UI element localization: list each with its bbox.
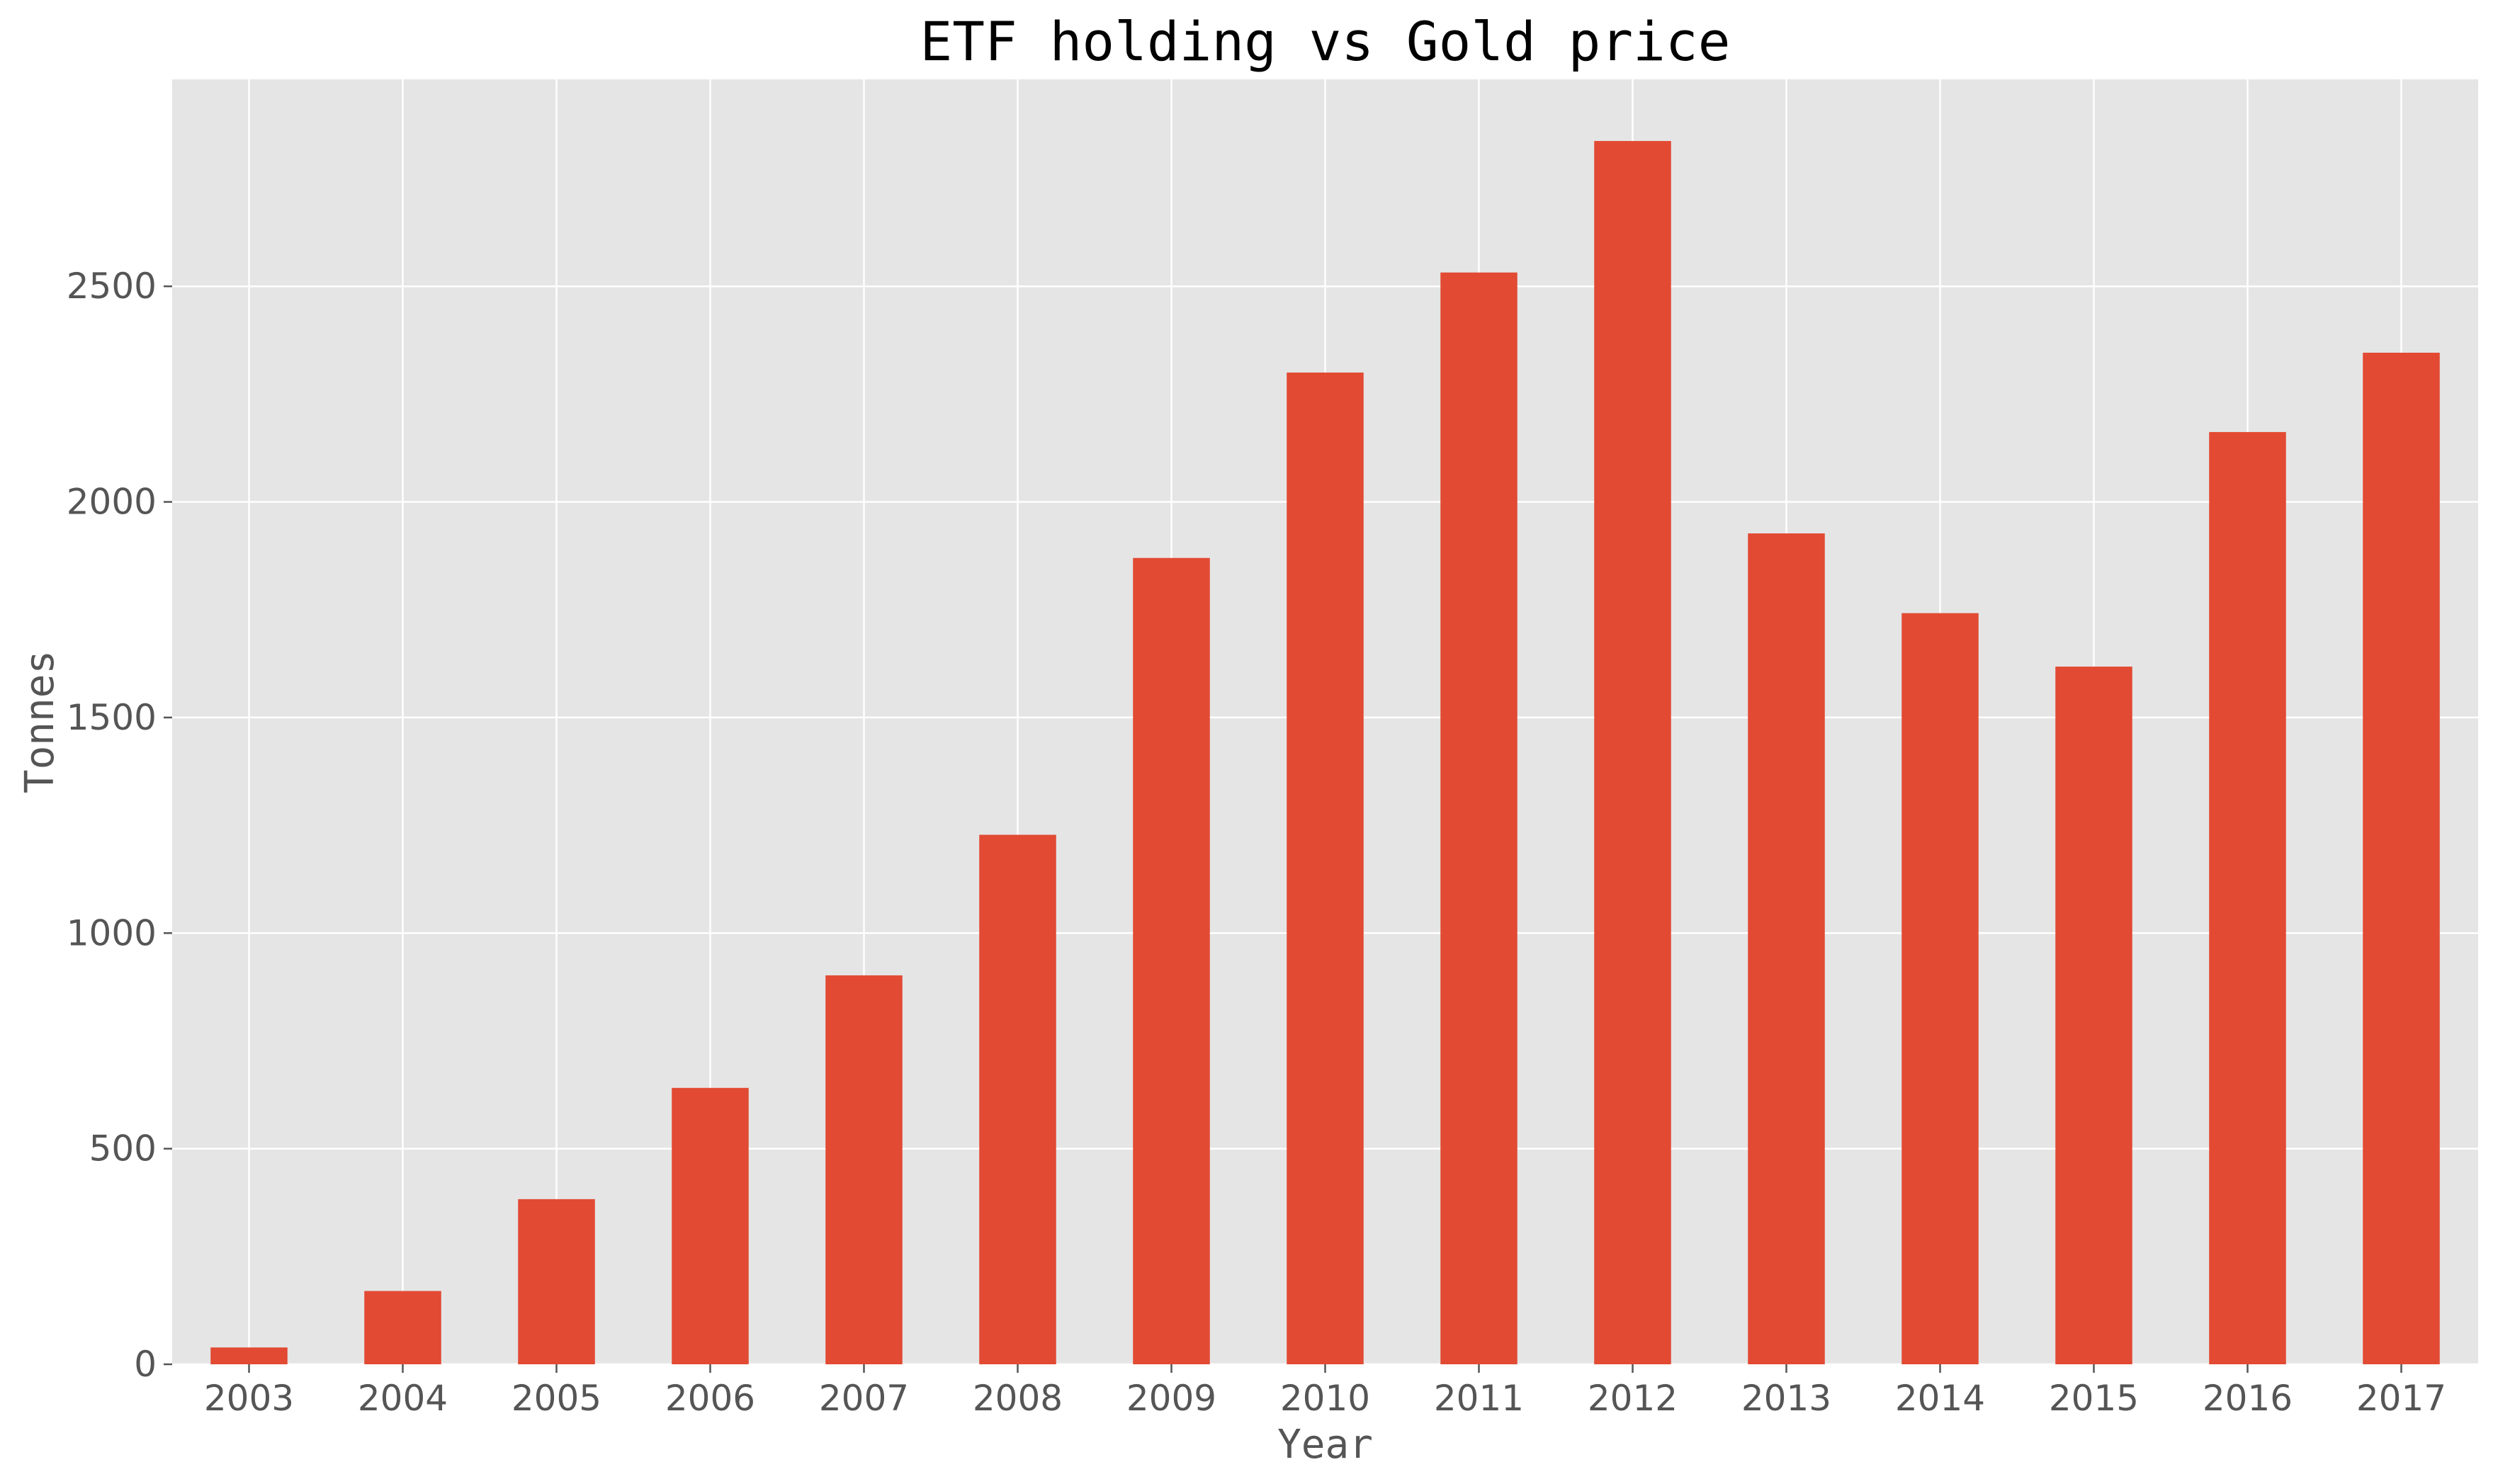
x-tick-label: 2013: [1741, 1378, 1831, 1419]
y-tick-label: 2000: [67, 482, 157, 523]
y-tick-label: 2500: [67, 266, 157, 307]
x-tick-label: 2010: [1280, 1378, 1370, 1419]
y-tick-label: 500: [89, 1128, 157, 1169]
bar-2011: [1440, 272, 1518, 1364]
bar-2005: [518, 1199, 595, 1364]
bar-2009: [1133, 557, 1210, 1364]
bar-2012: [1594, 141, 1671, 1365]
bars: [210, 141, 2440, 1365]
bar-2007: [825, 975, 903, 1364]
ticks: 0 500 1000 1500 2000 2500 2003 2004 2005 2006 2007…: [67, 266, 2446, 1419]
bar-2003: [210, 1347, 288, 1364]
y-tick-label: 0: [134, 1344, 157, 1385]
x-tick-label: 2017: [2356, 1378, 2446, 1419]
x-axis-label: Year: [1277, 1422, 1373, 1468]
x-tick-label: 2007: [819, 1378, 909, 1419]
x-tick-label: 2003: [204, 1378, 294, 1419]
y-axis-label: Tonnes: [17, 650, 63, 793]
bar-2014: [1901, 613, 1979, 1364]
bar-2008: [979, 834, 1056, 1364]
x-tick-label: 2014: [1895, 1378, 1985, 1419]
y-tick-label: 1000: [67, 912, 157, 953]
y-tick-label: 1500: [67, 697, 157, 738]
x-tick-label: 2005: [512, 1378, 601, 1419]
x-tick-label: 2006: [665, 1378, 755, 1419]
bar-2010: [1287, 372, 1364, 1364]
bar-2013: [1748, 533, 1825, 1364]
x-tick-label: 2016: [2203, 1378, 2293, 1419]
bar-2006: [672, 1087, 749, 1364]
chart-title: ETF holding vs Gold price: [920, 10, 1731, 73]
x-tick-label: 2012: [1588, 1378, 1678, 1419]
x-tick-label: 2011: [1434, 1378, 1524, 1419]
bar-2015: [2055, 667, 2132, 1364]
bar-2016: [2209, 431, 2286, 1364]
x-tick-label: 2004: [358, 1378, 448, 1419]
x-tick-label: 2009: [1126, 1378, 1216, 1419]
bar-2017: [2363, 352, 2440, 1365]
bar-2004: [364, 1291, 441, 1364]
x-tick-label: 2015: [2049, 1378, 2139, 1419]
x-tick-label: 2008: [973, 1378, 1063, 1419]
